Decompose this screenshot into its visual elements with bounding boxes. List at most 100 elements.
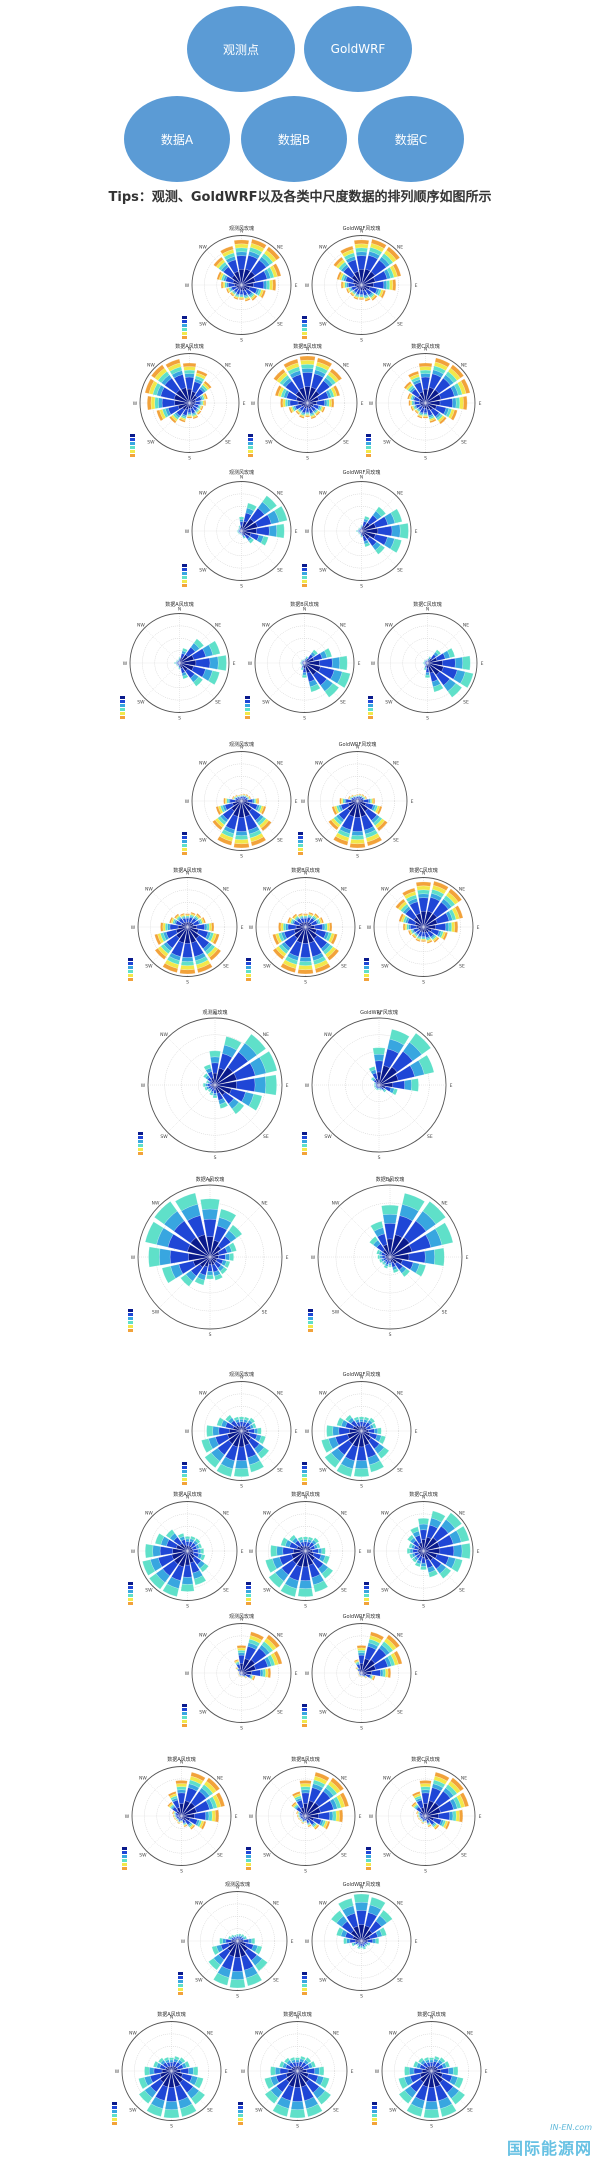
direction-label: E	[415, 1939, 418, 1945]
direction-label: W	[133, 401, 138, 407]
rose-petal-segment	[424, 2101, 439, 2110]
direction-label: E	[415, 1429, 418, 1435]
rose-petal-segment	[336, 1927, 344, 1937]
legend-swatch	[246, 1590, 251, 1593]
direction-label: N	[356, 745, 359, 751]
legend	[246, 958, 251, 981]
rose-petal-segment	[384, 1223, 396, 1240]
petals	[403, 357, 471, 425]
rose-petal-segment	[336, 271, 342, 280]
rose-petal-segment	[354, 243, 369, 249]
rose-petal-segment	[237, 1650, 246, 1654]
rose-petal-segment	[363, 799, 369, 803]
legend	[122, 1847, 127, 1870]
rose-petal-segment	[318, 1811, 330, 1821]
direction-label: NE	[333, 2030, 339, 2036]
rose-petal-segment	[265, 1668, 269, 1678]
legend-swatch	[248, 434, 253, 437]
windrose-chart: GoldWRF风玫瑰 N NE E SE S SW W NW	[300, 468, 418, 590]
windrose-chart: 数据B风玫瑰 N NE E SE S SW W NW	[244, 1755, 362, 1875]
legend-swatch	[182, 1482, 187, 1485]
rose-petal-segment	[203, 1064, 212, 1071]
rose-petal-segment	[211, 922, 215, 932]
rose-petal-segment	[408, 1542, 414, 1549]
rose-petal-segment	[219, 1101, 229, 1109]
rose-petal-segment	[377, 1447, 390, 1459]
rose-petal-segment	[296, 1810, 299, 1815]
direction-label: E	[351, 2069, 354, 2075]
rose-petal-segment	[300, 359, 315, 365]
rose-petal-segment	[300, 1786, 311, 1791]
rose-petal-segment	[299, 355, 316, 361]
rose-petal-segment	[448, 922, 452, 932]
direction-label: NE	[343, 362, 349, 368]
rose-petal-segment	[180, 961, 195, 966]
chart-title: 数据A风玫瑰	[157, 2011, 185, 2018]
rose-petal-segment	[215, 806, 222, 816]
rose-petal-segment	[454, 657, 463, 669]
rose-petal-segment	[442, 931, 448, 941]
rose-petal-segment	[201, 1208, 219, 1220]
rose-petal-segment	[194, 2076, 204, 2089]
rose-petal-segment	[301, 674, 308, 678]
direction-label: W	[305, 1939, 310, 1945]
direction-label: NE	[397, 1390, 403, 1396]
direction-label: E	[241, 925, 244, 931]
node-data-c-label: 数据C	[394, 132, 428, 147]
legend-swatch	[178, 1992, 183, 1995]
grid-spoke	[326, 1940, 362, 1977]
rose-petal-segment	[251, 295, 258, 301]
direction-label: S	[422, 1604, 425, 1610]
rose-petal-segment	[239, 519, 244, 523]
legend-swatch	[182, 840, 187, 843]
legend-swatch	[178, 1980, 183, 1983]
rose-petal-segment	[356, 1943, 359, 1947]
rose-petal-segment	[213, 1972, 230, 1986]
legend-swatch	[366, 438, 371, 441]
direction-label: SW	[195, 1978, 203, 1984]
rose-petal-segment	[279, 2060, 285, 2068]
rose-petal-segment	[403, 381, 412, 390]
grid-ring	[121, 2021, 222, 2121]
petals	[369, 1193, 454, 1278]
rose-petal-segment	[234, 835, 249, 840]
direction-label: S	[424, 1869, 427, 1875]
rose-petal-segment	[303, 915, 308, 918]
rose-petal-segment	[364, 515, 370, 521]
rose-petal-segment	[154, 1533, 165, 1545]
rose-petal-segment	[259, 1051, 278, 1074]
rose-petal-segment	[260, 535, 269, 546]
direction-label: NE	[277, 244, 283, 250]
legend-swatch	[364, 1582, 369, 1585]
grid-spoke	[206, 1672, 242, 1709]
rose-petal-segment	[303, 1536, 308, 1540]
rose-petal-segment	[285, 399, 288, 407]
grid-spoke	[326, 1672, 362, 1709]
rose-petal-segment	[371, 1422, 377, 1429]
rose-petal-segment	[299, 1814, 303, 1818]
rose-petal-segment	[236, 1935, 239, 1937]
legend-swatch	[302, 1474, 307, 1477]
rose-petal-segment	[254, 1958, 268, 1972]
legend-swatch	[302, 1462, 307, 1465]
rose-petal-segment	[216, 1417, 224, 1427]
rose-petal-segment	[225, 798, 228, 804]
rose-petal-segment	[424, 674, 431, 678]
rose-petal-segment	[301, 1789, 310, 1794]
direction-label: S	[240, 338, 243, 344]
grid-ring	[191, 1381, 292, 1481]
rose-petal-segment	[290, 2101, 305, 2110]
rose-petal-segment	[301, 1792, 310, 1804]
windrose-chart: 数据B风玫瑰 N NE E SE S SW W NW	[246, 342, 364, 462]
rose-petal-segment	[445, 1512, 462, 1529]
rose-petal-segment	[216, 1463, 233, 1477]
rose-petal-segment	[200, 1554, 206, 1561]
windrose-chart: 数据A风玫瑰 N NE E SE S SW W NW	[118, 600, 236, 722]
rose-petal-segment	[350, 839, 365, 845]
direction-label: SW	[383, 1853, 391, 1859]
legend-swatch	[178, 1988, 183, 1991]
direction-label: SW	[383, 440, 391, 446]
legend-swatch	[246, 1598, 251, 1601]
